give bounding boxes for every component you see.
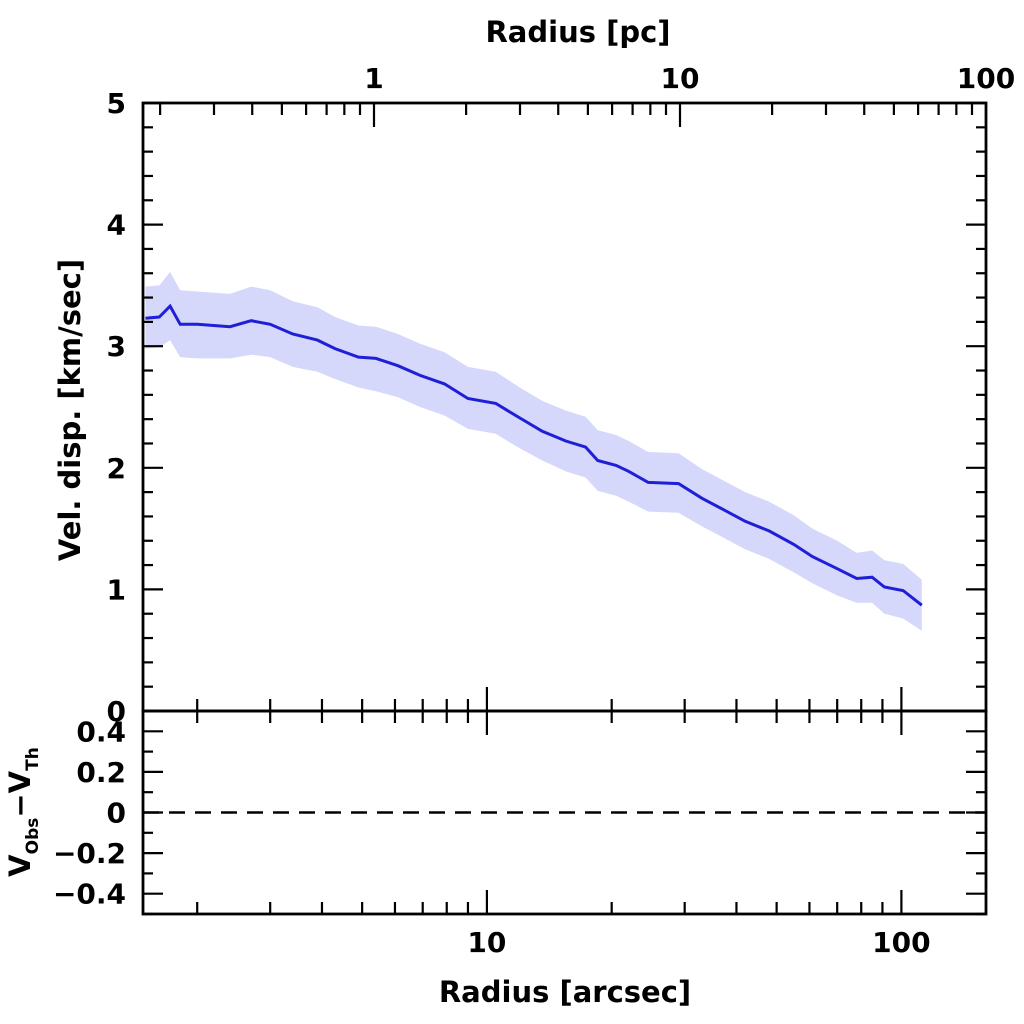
main-y-axis-title: Vel. disp. [km/sec] — [53, 259, 87, 561]
y-tick-label: 0 — [107, 695, 126, 728]
residual-panel-frame — [141, 709, 988, 916]
top-x-tick-label: 100 — [957, 62, 1015, 95]
bottom-x-tick-labels: 10 100 — [467, 926, 930, 959]
x-tick-label: 10 — [467, 926, 506, 959]
main-panel-ticks — [143, 101, 986, 713]
y-tick-label: 4 — [107, 209, 126, 242]
y-tick-label: 1 — [107, 573, 126, 606]
y-tick-label: 3 — [107, 330, 126, 363]
res-y-tick-label: 0.2 — [76, 756, 126, 789]
x-tick-label: 100 — [872, 926, 930, 959]
res-y-tick-label: −0.2 — [53, 837, 126, 870]
dispersion-confidence-band — [145, 272, 922, 631]
top-x-tick-labels: 1 10 100 — [364, 62, 1015, 95]
residual-panel-ticks — [143, 687, 986, 916]
residual-panel: 0.4 0.2 0 −0.2 −0.4 10 100 — [53, 687, 988, 959]
res-y-tick-label: −0.4 — [53, 878, 126, 911]
y-tick-label: 2 — [107, 452, 126, 485]
residual-y-tick-labels: 0.4 0.2 0 −0.2 −0.4 — [53, 715, 126, 910]
main-panel: 0 1 2 3 4 5 1 10 100 — [107, 62, 1016, 728]
residual-y-axis-title: VObs−VTh — [3, 747, 43, 877]
top-x-tick-label: 10 — [661, 62, 700, 95]
bottom-x-axis-title: Radius [arcsec] — [439, 975, 691, 1009]
top-x-tick-label: 1 — [364, 62, 383, 95]
main-panel-frame — [141, 101, 988, 713]
top-x-axis-title: Radius [pc] — [485, 15, 670, 49]
y-tick-label: 5 — [107, 87, 126, 120]
dispersion-series-line — [145, 303, 923, 607]
main-y-tick-labels: 0 1 2 3 4 5 — [107, 87, 126, 728]
res-y-tick-label: 0.4 — [76, 715, 126, 748]
res-y-tick-label: 0 — [107, 797, 126, 830]
